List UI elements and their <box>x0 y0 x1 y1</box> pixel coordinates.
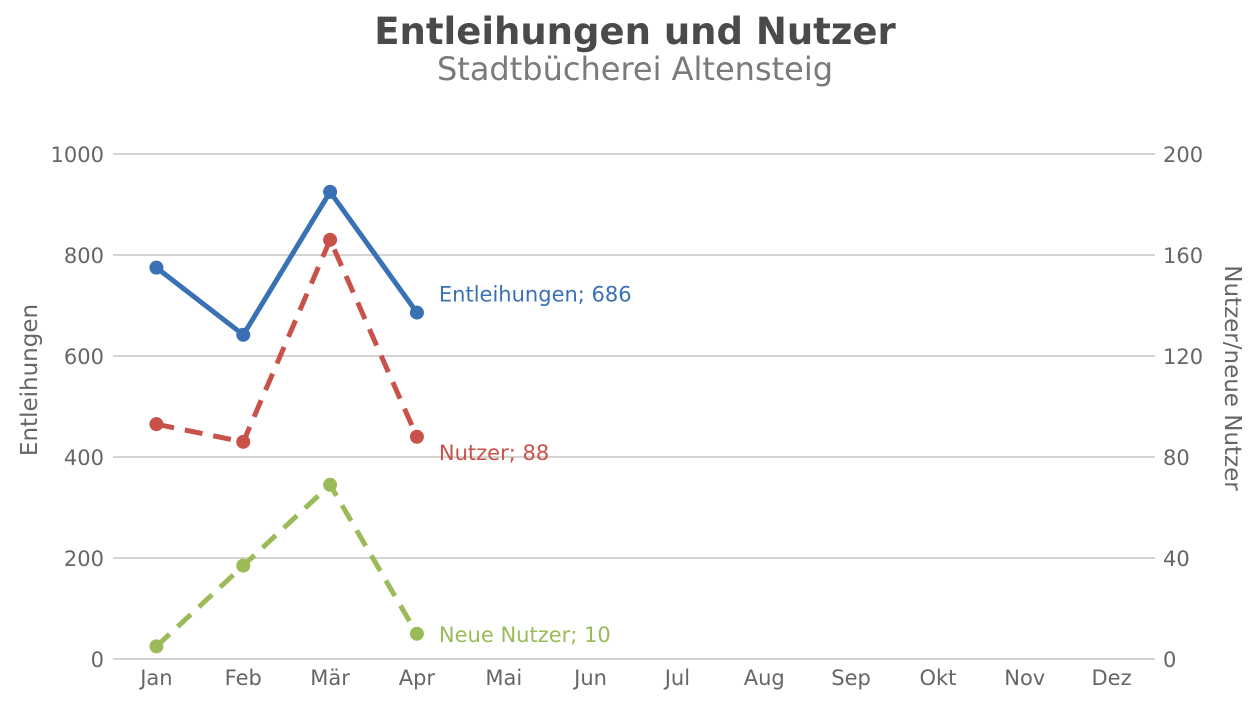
data-point-neue-nutzer <box>149 639 164 654</box>
data-point-neue-nutzer <box>323 477 338 492</box>
x-tick-label: Okt <box>919 666 956 690</box>
series-entleihungen: Entleihungen; 686 <box>149 184 632 342</box>
data-point-entleihungen <box>236 327 251 342</box>
y2-tick-label: 80 <box>1163 446 1190 470</box>
end-label-entleihungen: Entleihungen; 686 <box>439 283 632 307</box>
y2-tick-label: 160 <box>1163 244 1203 268</box>
data-point-nutzer <box>149 417 164 432</box>
y2-tick-label: 40 <box>1163 547 1190 571</box>
series-nutzer: Nutzer; 88 <box>149 232 549 465</box>
y-axis-label: Entleihungen <box>17 304 43 456</box>
series-line-entleihungen <box>154 189 419 338</box>
gridlines <box>113 153 1155 660</box>
y-tick-label: 1000 <box>51 143 104 167</box>
x-tick-label: Jan <box>138 666 172 690</box>
x-tick-label: Jun <box>572 666 607 690</box>
x-tick-label: Apr <box>399 666 436 690</box>
y-tick-label: 200 <box>64 547 104 571</box>
data-point-nutzer <box>236 434 251 449</box>
end-label-neue-nutzer: Neue Nutzer; 10 <box>439 623 611 647</box>
y-tick-label: 0 <box>91 648 104 672</box>
x-tick-label: Jul <box>663 666 690 690</box>
x-tick-label: Sep <box>831 666 871 690</box>
x-axis-ticks: Jan Feb Mär Apr Mai Jun Jul Aug Sep Okt Nov Dez <box>138 666 1131 690</box>
series-layer: Entleihungen; 686 Nutzer; 88 Neue Nutzer; … <box>149 184 632 654</box>
y2-tick-label: 200 <box>1163 143 1203 167</box>
x-tick-label: Nov <box>1004 666 1045 690</box>
x-tick-label: Mär <box>310 666 350 690</box>
chart-subtitle: Stadtbücherei Altensteig <box>437 50 833 88</box>
y-tick-label: 800 <box>64 244 104 268</box>
series-line-neue-nutzer <box>154 482 420 649</box>
x-tick-label: Feb <box>225 666 262 690</box>
data-point-entleihungen <box>323 184 338 199</box>
end-label-nutzer: Nutzer; 88 <box>439 441 549 465</box>
y2-axis-label: Nutzer/neue Nutzer <box>1219 265 1245 491</box>
chart-title: Entleihungen und Nutzer <box>374 10 896 53</box>
left-axis-ticks: 0 200 400 600 800 1000 <box>51 143 104 672</box>
y2-tick-label: 0 <box>1163 648 1176 672</box>
data-point-neue-nutzer <box>409 626 424 641</box>
y-tick-label: 400 <box>64 446 104 470</box>
data-point-nutzer <box>409 429 424 444</box>
x-tick-label: Mai <box>485 666 522 690</box>
data-point-nutzer <box>323 232 338 247</box>
series-neue-nutzer: Neue Nutzer; 10 <box>149 477 611 654</box>
y2-tick-label: 120 <box>1163 345 1203 369</box>
x-tick-label: Dez <box>1092 666 1132 690</box>
data-point-entleihungen <box>409 305 424 320</box>
data-point-entleihungen <box>149 260 164 275</box>
y-tick-label: 600 <box>64 345 104 369</box>
series-line-nutzer <box>155 237 420 445</box>
data-point-neue-nutzer <box>236 558 251 573</box>
x-tick-label: Aug <box>744 666 785 690</box>
right-axis-ticks: 0 40 80 120 160 200 <box>1163 143 1203 672</box>
